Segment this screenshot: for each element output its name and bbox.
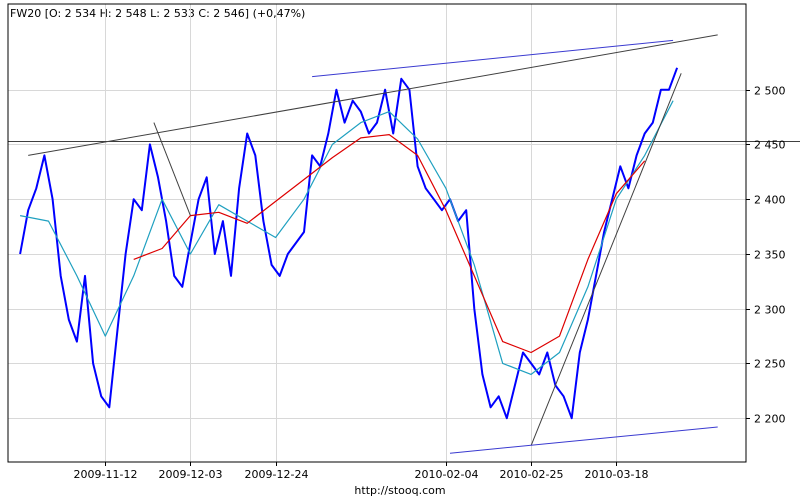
series-line-ma_short [19, 100, 674, 375]
series-line-price [19, 67, 679, 420]
y-tick-label: 2 450 [754, 139, 786, 152]
axes: 2 200 2 250 2 300 2 350 2 400 2 450 2 500 2009-… [7, 3, 786, 481]
y-tick-label: 2 250 [754, 358, 786, 371]
y-tick-label: 2 500 [754, 85, 786, 98]
plot-frame [7, 3, 747, 463]
x-tick-label: 2010-02-25 [500, 468, 564, 481]
x-tick-label: 2010-03-18 [585, 468, 649, 481]
trendline-line [28, 34, 718, 156]
y-tick-label: 2 200 [754, 413, 786, 426]
y-tick-label: 2 400 [754, 194, 786, 207]
x-tick-label: 2009-12-03 [159, 468, 223, 481]
x-tick-label: 2009-12-24 [245, 468, 309, 481]
channel-line [312, 39, 674, 78]
series-line-ma_long [133, 134, 646, 354]
y-tick-label: 2 300 [754, 304, 786, 317]
y-tick-label: 2 350 [754, 249, 786, 262]
source-footer[interactable]: http://stooq.com [354, 484, 445, 497]
x-tick-label: 2009-11-12 [74, 468, 138, 481]
channel-line [449, 426, 718, 454]
plot-area [8, 34, 800, 454]
trendline-line [153, 122, 191, 216]
grid [8, 4, 746, 462]
chart-header: FW20 [O: 2 534 H: 2 548 L: 2 533 C: 2 54… [10, 7, 305, 20]
x-tick-label: 2010-02-04 [415, 468, 479, 481]
trendline-line [530, 73, 682, 446]
